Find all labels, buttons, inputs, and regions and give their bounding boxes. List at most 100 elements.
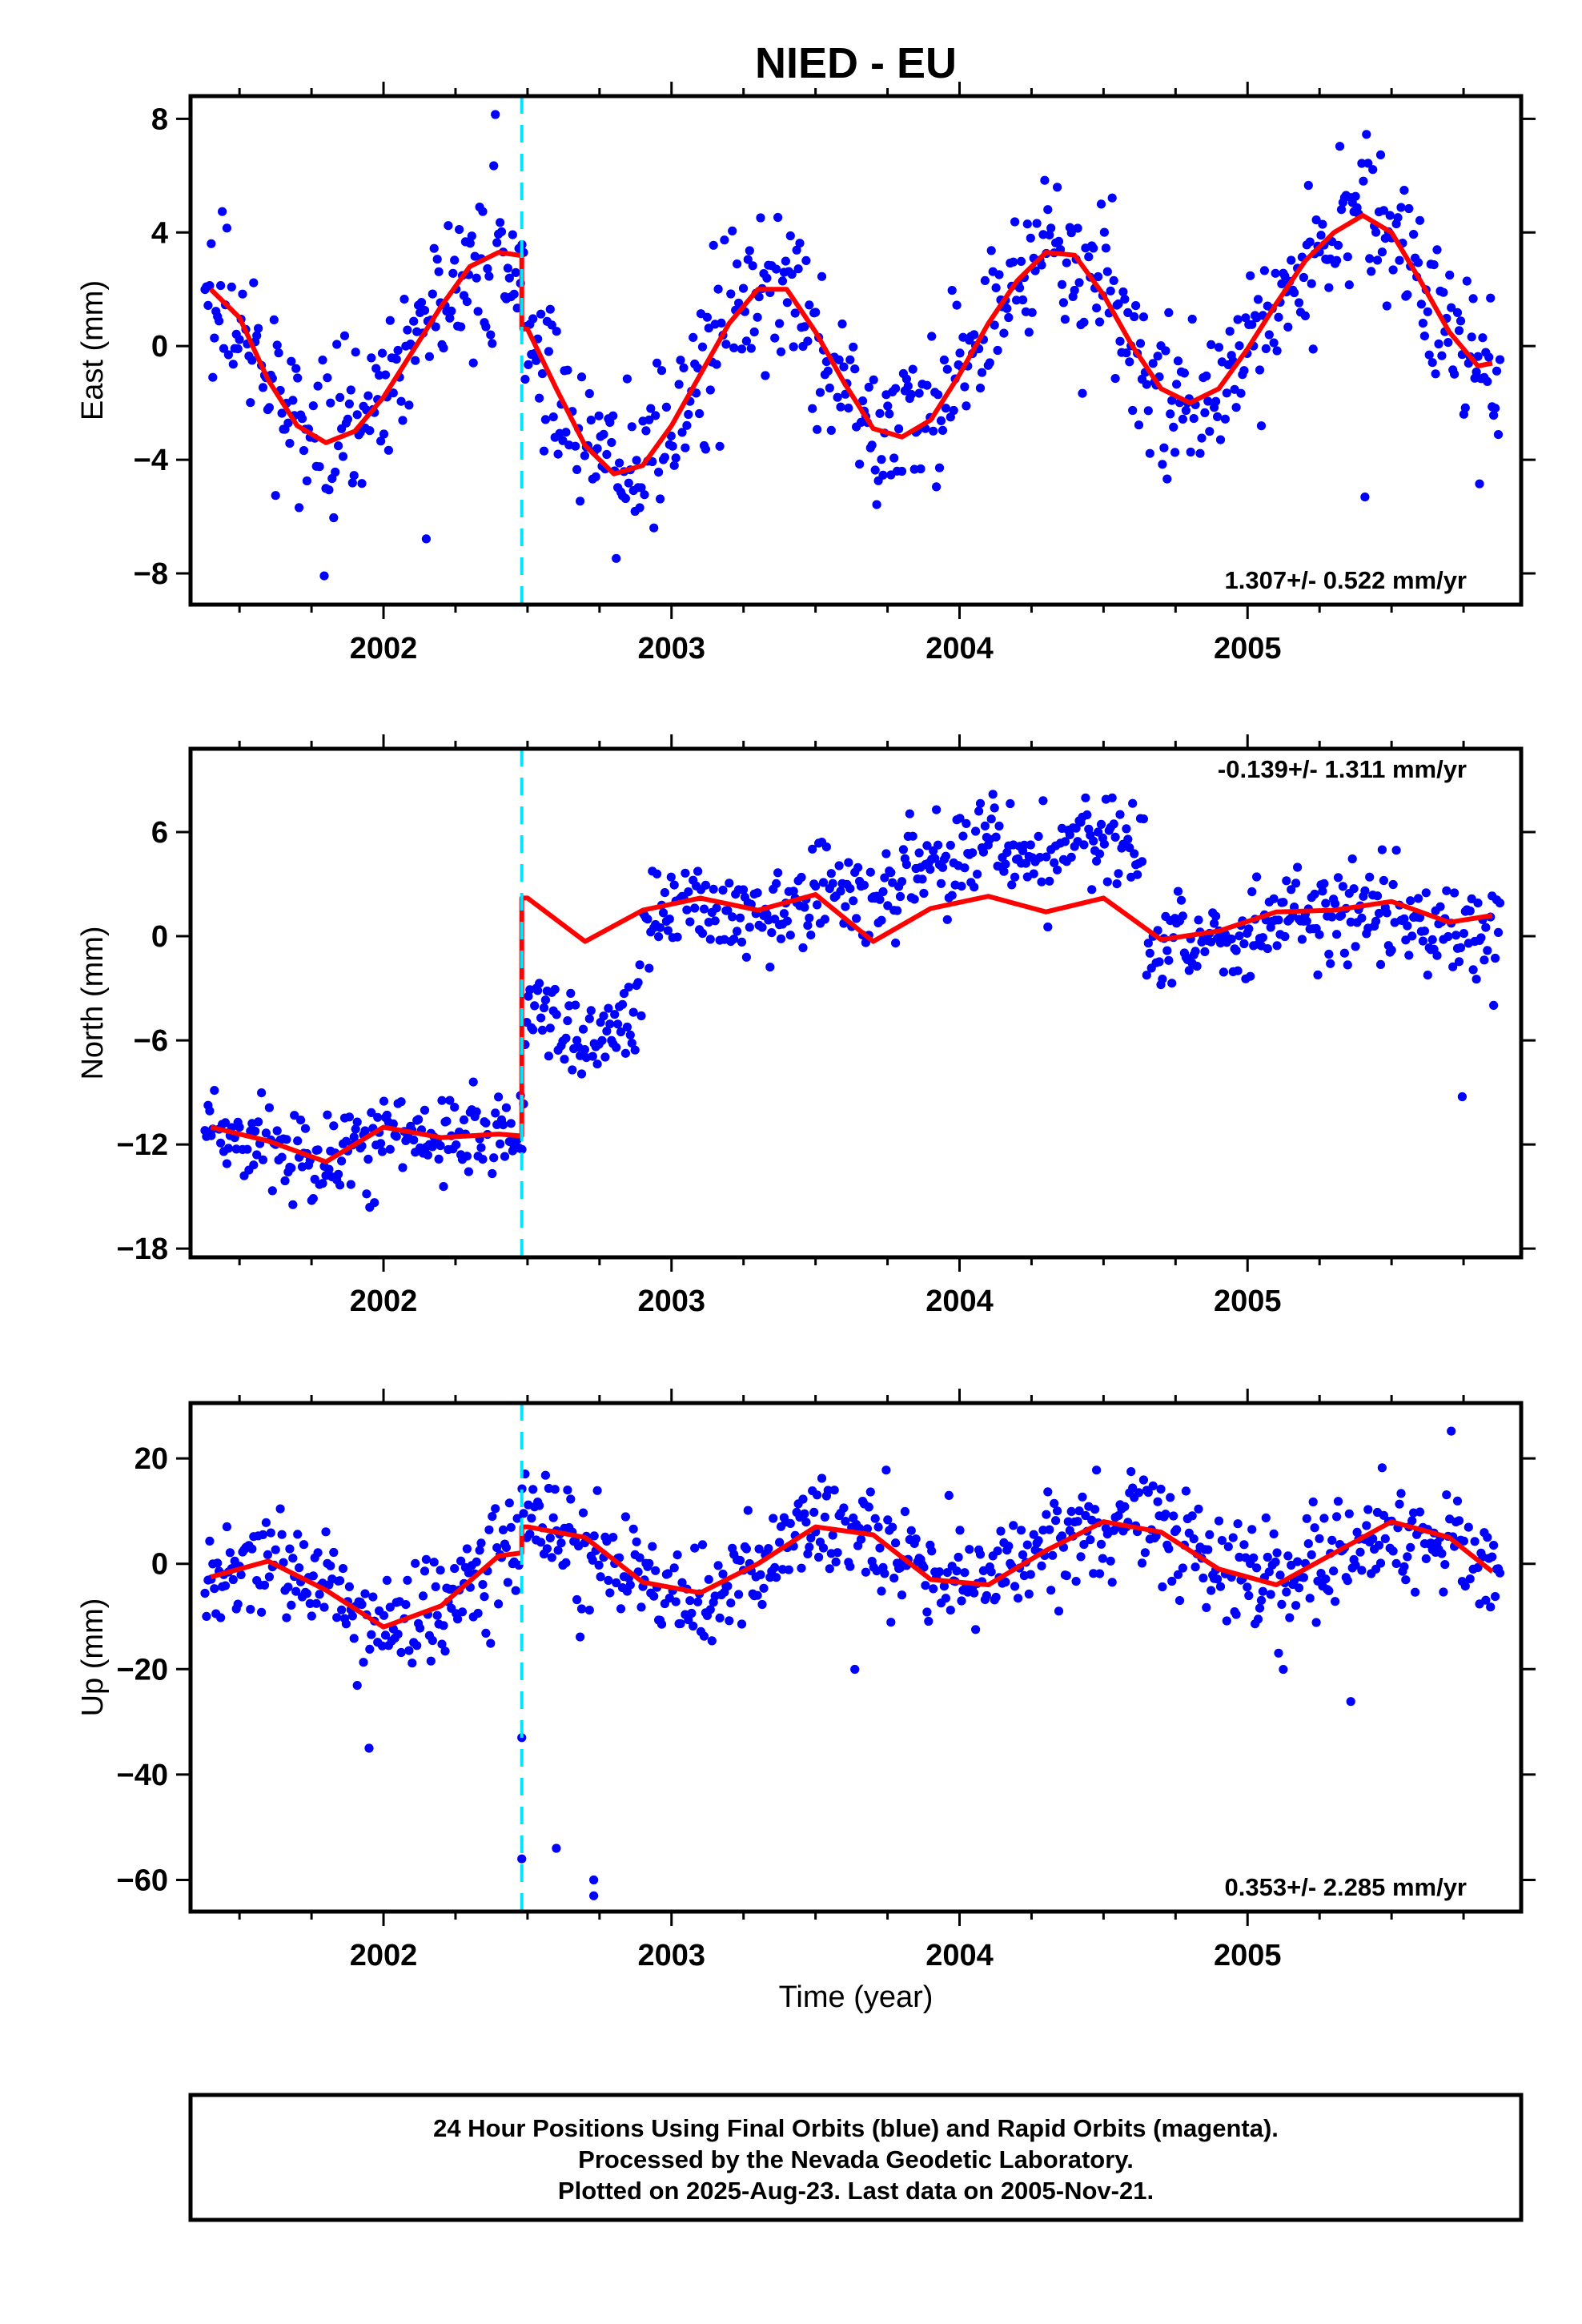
data-point xyxy=(1274,915,1283,925)
data-point xyxy=(803,1549,813,1558)
data-point xyxy=(898,845,908,854)
data-point xyxy=(324,1164,334,1174)
data-point xyxy=(1164,955,1174,965)
data-point xyxy=(946,840,955,850)
data-point xyxy=(290,1111,299,1120)
data-point xyxy=(472,1107,481,1116)
data-point xyxy=(641,426,651,436)
data-point xyxy=(210,1584,219,1594)
data-point xyxy=(1079,840,1089,850)
data-point xyxy=(536,1538,546,1547)
data-point xyxy=(357,479,367,489)
data-point xyxy=(735,913,745,923)
data-point xyxy=(313,381,323,391)
data-point xyxy=(1473,352,1483,361)
data-point xyxy=(1399,186,1409,195)
data-point xyxy=(377,1147,387,1156)
data-point xyxy=(705,1605,715,1614)
data-point xyxy=(1404,951,1414,960)
data-point xyxy=(1172,380,1182,389)
data-point xyxy=(1066,228,1076,238)
data-point xyxy=(619,989,629,999)
data-point xyxy=(864,382,873,392)
data-point xyxy=(418,1591,428,1601)
data-point xyxy=(764,1544,773,1554)
data-point xyxy=(472,273,481,283)
data-point xyxy=(826,869,836,879)
data-point xyxy=(891,1538,901,1548)
data-point xyxy=(841,902,850,911)
data-point xyxy=(588,1051,597,1061)
data-point xyxy=(1475,479,1484,489)
data-point xyxy=(576,1069,587,1079)
data-point xyxy=(321,1527,331,1537)
data-point xyxy=(326,398,335,408)
data-point xyxy=(591,472,600,482)
data-point xyxy=(1057,1531,1067,1541)
data-point xyxy=(1200,408,1210,417)
data-point xyxy=(916,464,926,474)
data-point xyxy=(1140,1548,1150,1558)
data-point xyxy=(1460,403,1470,412)
x-tick-label: 2003 xyxy=(637,1939,705,1972)
data-point xyxy=(938,862,948,872)
data-point xyxy=(865,1487,875,1497)
data-point xyxy=(1048,1550,1058,1560)
y-tick-label: 0 xyxy=(151,330,168,364)
data-point xyxy=(1060,315,1070,324)
data-point xyxy=(905,809,914,818)
data-point xyxy=(955,348,965,358)
data-point xyxy=(540,995,551,1005)
data-point xyxy=(308,1194,318,1204)
data-point xyxy=(880,873,889,883)
data-point xyxy=(660,888,670,898)
data-point xyxy=(478,1580,488,1590)
data-point xyxy=(1079,1540,1089,1550)
data-point xyxy=(1037,877,1046,887)
data-point xyxy=(1128,405,1138,416)
data-point xyxy=(1343,252,1352,262)
data-point xyxy=(1263,1552,1272,1562)
data-point xyxy=(699,904,709,914)
data-point xyxy=(261,1128,271,1138)
data-point xyxy=(1142,971,1151,980)
data-point xyxy=(1167,979,1177,988)
y-tick-label: −20 xyxy=(117,1653,168,1687)
data-point xyxy=(1468,294,1478,304)
data-point xyxy=(1102,267,1112,276)
data-point xyxy=(335,1180,345,1190)
data-point xyxy=(993,345,1002,356)
data-point xyxy=(845,1562,855,1571)
data-point xyxy=(236,1570,246,1579)
data-point xyxy=(1170,448,1180,457)
data-point xyxy=(450,1564,460,1574)
data-point xyxy=(1261,344,1271,353)
data-point xyxy=(349,1634,359,1643)
data-point xyxy=(1450,888,1460,898)
data-point xyxy=(305,1598,315,1608)
data-point xyxy=(1454,957,1464,967)
data-point xyxy=(1476,933,1486,943)
data-point xyxy=(442,1116,452,1126)
data-point xyxy=(222,1522,231,1532)
data-point xyxy=(738,283,749,293)
data-point xyxy=(993,1546,1002,1556)
data-point xyxy=(548,412,558,422)
data-point xyxy=(439,1182,448,1192)
data-point xyxy=(875,895,885,904)
x-tick-label: 2004 xyxy=(926,1285,994,1318)
data-point xyxy=(1202,371,1211,381)
data-point xyxy=(1432,245,1442,255)
data-point xyxy=(1443,338,1453,348)
data-point xyxy=(302,476,311,486)
data-point xyxy=(692,388,701,398)
data-point xyxy=(453,1614,463,1624)
data-point xyxy=(1134,420,1144,430)
data-point xyxy=(677,1578,687,1587)
data-point xyxy=(578,1024,588,1034)
data-point xyxy=(1122,348,1131,358)
data-point xyxy=(584,388,594,399)
data-point xyxy=(346,1180,355,1189)
data-point xyxy=(986,1567,996,1577)
